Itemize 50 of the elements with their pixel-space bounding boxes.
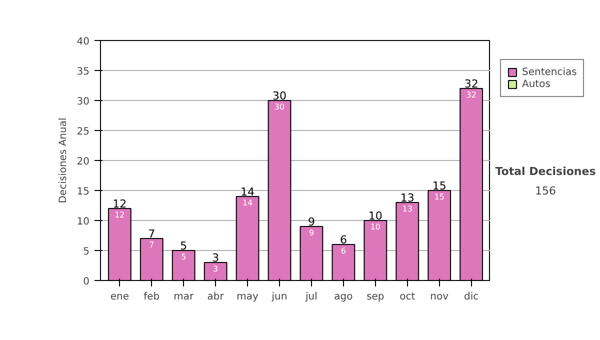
x-tick-label: abr (207, 292, 225, 302)
total-label: 15 (432, 180, 446, 192)
total-label: 5 (180, 240, 188, 252)
text: 156 (535, 184, 556, 198)
data-label: 14 (242, 198, 253, 208)
y-tick-label: 0 (83, 276, 90, 288)
x-tick-label: oct (400, 292, 416, 302)
y-tick-label: 25 (76, 126, 90, 138)
legend-label: Autos (522, 78, 550, 90)
y-axis-title: Decisiones Anual (58, 118, 69, 204)
x-tick-label: jul (304, 292, 318, 302)
y-tick-label: 35 (76, 66, 90, 78)
data-label: 13 (402, 204, 412, 214)
legend-label: Sentencias (522, 66, 577, 78)
data-label: 7 (149, 240, 154, 250)
x-tick-label: jun (270, 292, 288, 302)
y-tick-label: 15 (76, 186, 90, 198)
y-tick-label: 40 (76, 36, 90, 48)
data-label: 32 (466, 90, 476, 100)
data-label: 6 (340, 246, 346, 256)
data-label: 10 (370, 222, 381, 232)
x-tick-label: may (236, 292, 259, 302)
x-tick-label: dic (464, 292, 479, 302)
data-label: 15 (434, 192, 444, 202)
data-label: 5 (181, 252, 186, 262)
total-label: 14 (240, 186, 255, 198)
y-tick-label: 30 (76, 96, 90, 108)
data-label: 3 (213, 264, 218, 274)
total-label: 12 (112, 198, 127, 210)
x-tick-label: feb (144, 292, 160, 302)
data-label: 30 (274, 102, 285, 112)
y-tick-label: 10 (76, 216, 90, 228)
total-label: 6 (340, 234, 347, 246)
x-tick-label: sep (366, 292, 384, 302)
total-label: 3 (212, 252, 220, 264)
total-label: 10 (368, 210, 382, 222)
x-tick-label: ago (334, 292, 353, 302)
data-label: 12 (114, 210, 125, 220)
y-tick-label: 5 (83, 246, 90, 258)
text: Total Decisiones (495, 165, 596, 178)
total-label: 7 (148, 228, 156, 240)
x-tick-label: ene (110, 292, 130, 302)
x-tick-label: nov (430, 292, 449, 302)
data-label: 9 (308, 228, 314, 238)
total-label: 9 (308, 216, 315, 228)
x-tick-label: mar (174, 292, 194, 302)
total-label: 13 (400, 192, 414, 204)
y-tick-label: 20 (76, 156, 90, 168)
total-label: 32 (464, 78, 478, 90)
total-label: 30 (272, 90, 287, 102)
